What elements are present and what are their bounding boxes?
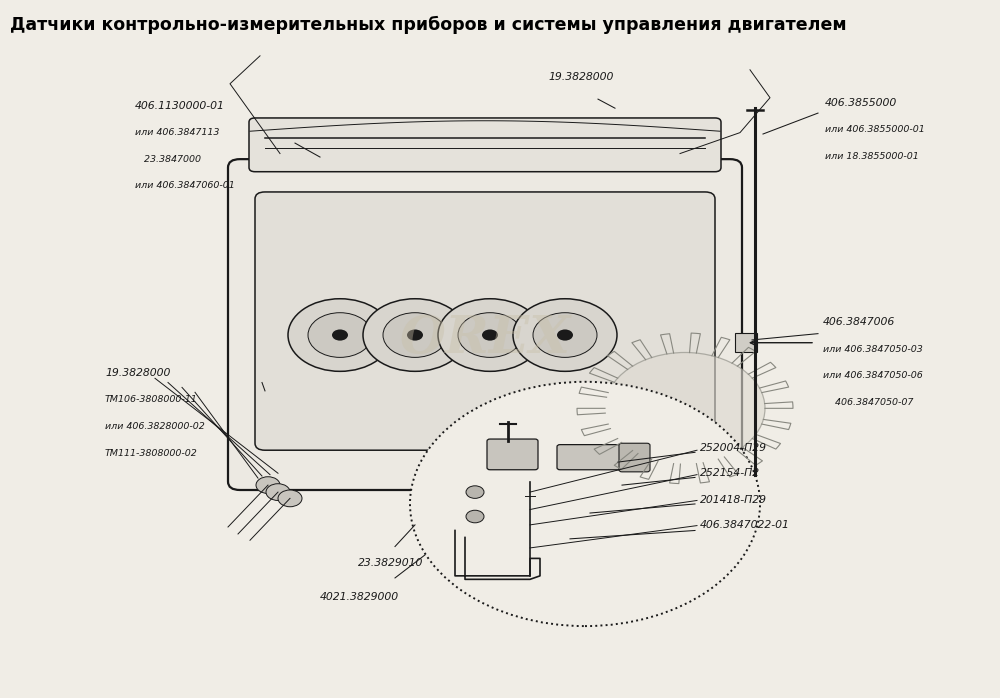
Text: 4021.3829000: 4021.3829000 xyxy=(320,592,399,602)
Circle shape xyxy=(458,313,522,357)
Circle shape xyxy=(466,510,484,523)
Text: 406.3847022-01: 406.3847022-01 xyxy=(700,520,790,530)
Circle shape xyxy=(410,382,760,626)
Text: 406.3855000: 406.3855000 xyxy=(825,98,897,108)
FancyBboxPatch shape xyxy=(255,192,715,450)
FancyBboxPatch shape xyxy=(249,118,721,172)
Circle shape xyxy=(383,313,447,357)
Text: 23.3829010: 23.3829010 xyxy=(358,558,423,568)
Circle shape xyxy=(266,484,290,500)
FancyBboxPatch shape xyxy=(557,445,628,470)
Text: ТМ106-3808000-11: ТМ106-3808000-11 xyxy=(105,396,198,404)
Circle shape xyxy=(278,490,302,507)
Circle shape xyxy=(288,299,392,371)
Circle shape xyxy=(308,313,372,357)
Circle shape xyxy=(438,299,542,371)
Bar xyxy=(735,333,757,352)
Circle shape xyxy=(557,329,573,341)
Text: или 406.3828000-02: или 406.3828000-02 xyxy=(105,422,205,431)
Text: или 406.3847050-06: или 406.3847050-06 xyxy=(823,371,923,380)
Text: 406.1130000-01: 406.1130000-01 xyxy=(135,101,225,111)
Circle shape xyxy=(256,477,280,493)
Text: OREX: OREX xyxy=(400,313,570,364)
Circle shape xyxy=(533,313,597,357)
Circle shape xyxy=(407,329,423,341)
Circle shape xyxy=(363,299,467,371)
Text: или 406.3847060-01: или 406.3847060-01 xyxy=(135,181,235,190)
FancyBboxPatch shape xyxy=(619,443,650,472)
FancyBboxPatch shape xyxy=(228,159,742,490)
Circle shape xyxy=(513,299,617,371)
Text: 252154-П2: 252154-П2 xyxy=(700,468,760,478)
Text: 201418-П29: 201418-П29 xyxy=(700,495,767,505)
Text: Датчики контрольно-измерительных приборов и системы управления двигателем: Датчики контрольно-измерительных приборо… xyxy=(10,15,847,34)
Text: или 18.3855000-01: или 18.3855000-01 xyxy=(825,152,919,161)
Circle shape xyxy=(482,329,498,341)
FancyBboxPatch shape xyxy=(487,439,538,470)
Text: ТМ111-3808000-02: ТМ111-3808000-02 xyxy=(105,449,198,457)
Circle shape xyxy=(466,486,484,498)
Text: или 406.3847050-03: или 406.3847050-03 xyxy=(823,345,923,353)
Text: 406.3847050-07: 406.3847050-07 xyxy=(823,398,913,406)
Text: или 406.3847113: или 406.3847113 xyxy=(135,128,219,137)
Text: или 406.3855000-01: или 406.3855000-01 xyxy=(825,126,925,134)
Text: 252004-П29: 252004-П29 xyxy=(700,443,767,453)
Circle shape xyxy=(332,329,348,341)
Text: 406.3847006: 406.3847006 xyxy=(823,318,895,327)
Text: 19.3828000: 19.3828000 xyxy=(105,369,170,378)
Text: 23.3847000: 23.3847000 xyxy=(135,155,201,163)
Circle shape xyxy=(605,352,765,464)
Text: 19.3828000: 19.3828000 xyxy=(548,72,613,82)
